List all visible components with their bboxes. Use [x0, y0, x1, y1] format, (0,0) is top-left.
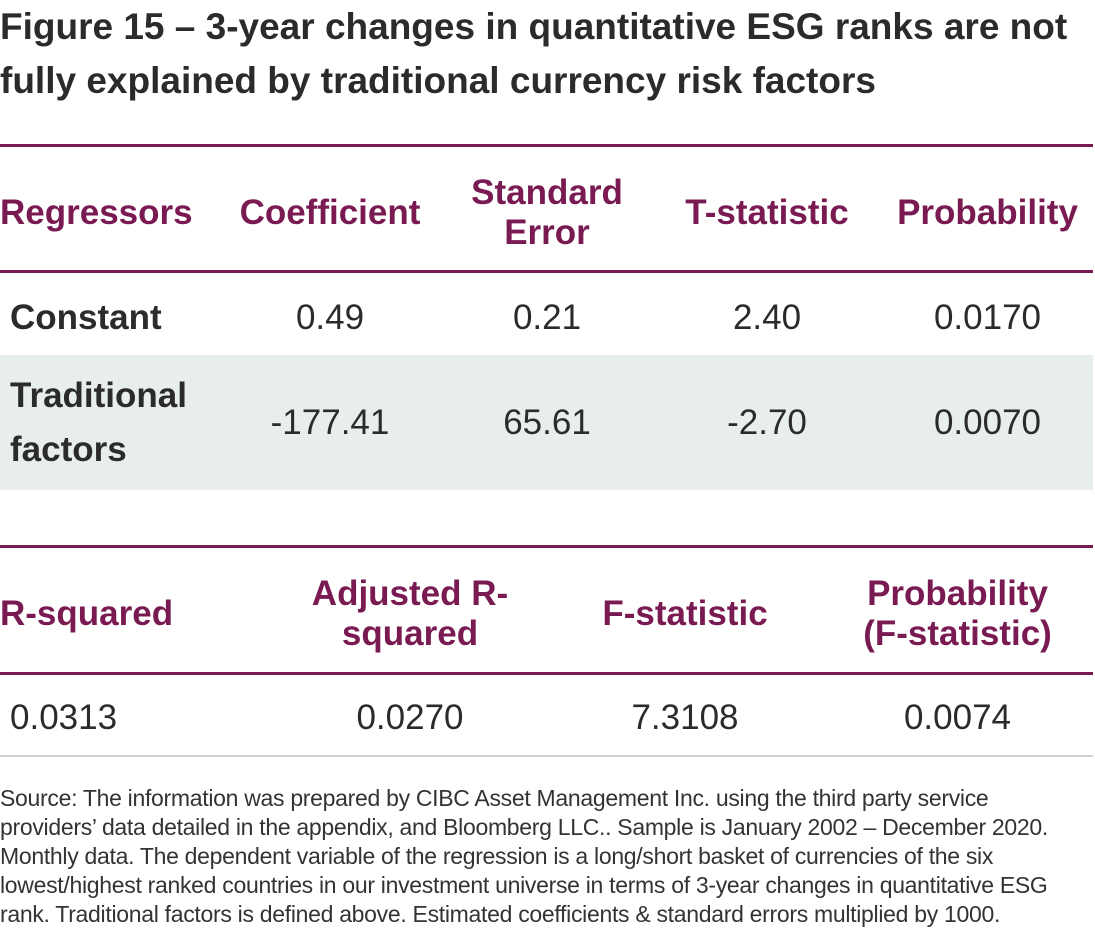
figure-title: Figure 15 – 3-year changes in quantitati… — [0, 6, 1068, 101]
table1-header-probability: Probability — [897, 193, 1078, 232]
r-squared-value: 0.0313 — [10, 698, 118, 737]
traditional-factors-coefficient: -177.41 — [270, 403, 390, 442]
f-statistic-value: 7.3108 — [631, 698, 739, 737]
table2-header-probability-f-statistic: Probability (F-statistic) — [863, 574, 1052, 653]
table2-header-adjusted-r-squared: Adjusted R-squared — [311, 574, 509, 653]
probability-f-statistic-value: 0.0074 — [903, 698, 1012, 737]
constant-std-error: 0.21 — [512, 298, 582, 337]
source-note: Source: The information was prepared by … — [0, 785, 1048, 927]
table2-bottom-rule — [0, 755, 1093, 757]
table2-header-f-statistic: F-statistic — [602, 594, 768, 633]
constant-probability: 0.0170 — [933, 298, 1042, 337]
table1-header-regressors: Regressors — [0, 193, 193, 232]
table1-header-rule — [0, 270, 1093, 273]
table1-header-standard-error: Standard Error — [471, 173, 623, 252]
traditional-factors-t-statistic: -2.70 — [727, 403, 807, 442]
row-label-constant: Constant — [10, 298, 162, 337]
traditional-factors-probability: 0.0070 — [933, 403, 1042, 442]
table1-header-coefficient: Coefficient — [239, 193, 421, 232]
table2-top-rule — [0, 545, 1093, 548]
table1-header-t-statistic: T-statistic — [685, 193, 849, 232]
table2-header-rule — [0, 672, 1093, 675]
table1-top-rule — [0, 144, 1093, 147]
constant-t-statistic: 2.40 — [732, 298, 802, 337]
constant-coefficient: 0.49 — [295, 298, 365, 337]
adjusted-r-squared-value: 0.0270 — [356, 698, 464, 737]
row-label-traditional-factors: Traditional factors — [10, 376, 187, 469]
table1-row-band — [0, 355, 1093, 490]
traditional-factors-std-error: 65.61 — [503, 403, 591, 442]
table2-header-r-squared: R-squared — [0, 594, 174, 633]
